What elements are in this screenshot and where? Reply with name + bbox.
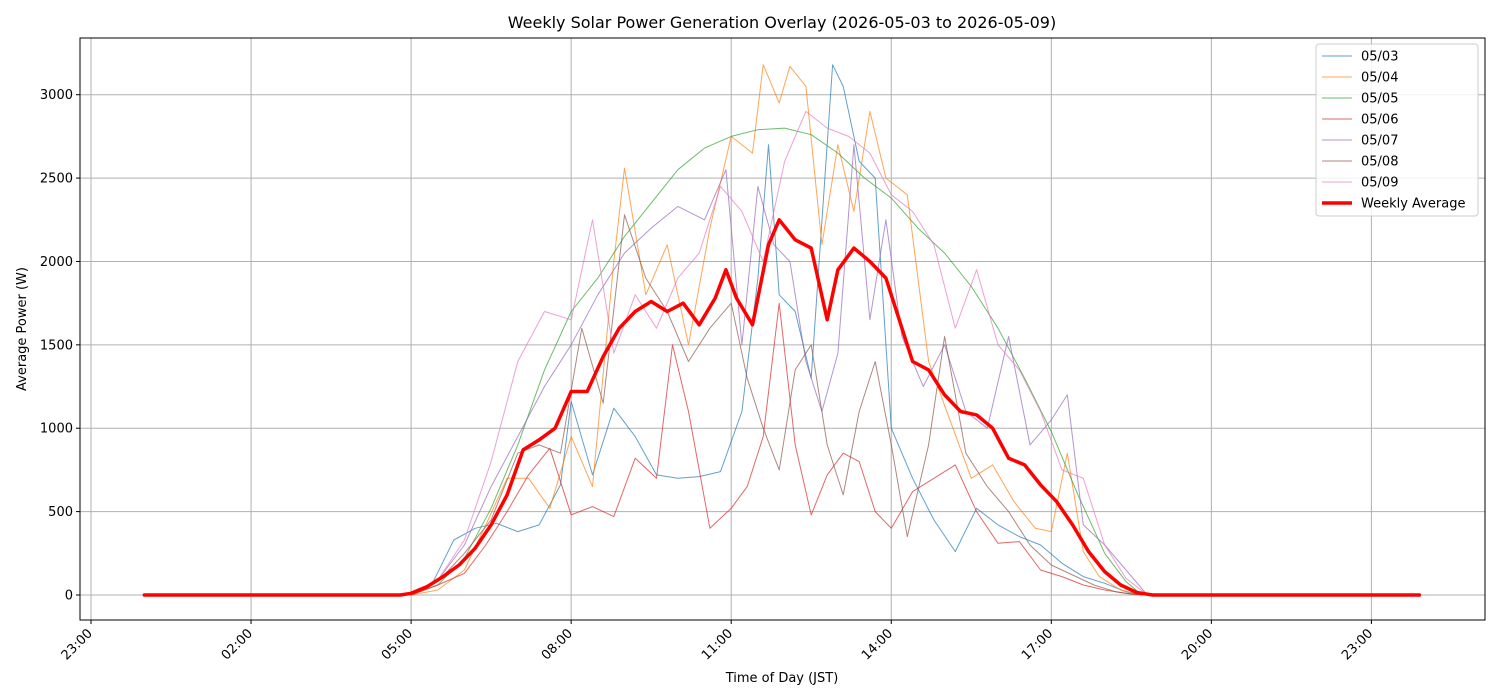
series-line — [410, 214, 1138, 596]
y-tick-label: 2500 — [40, 172, 73, 187]
series-line — [410, 302, 1143, 596]
x-axis-label: Time of Day (JST) — [725, 671, 839, 686]
legend-label: 05/04 — [1361, 71, 1398, 86]
series-line — [410, 64, 1143, 596]
series-lines — [142, 64, 1422, 597]
legend-label: 05/09 — [1361, 176, 1398, 191]
series-line — [142, 218, 1422, 597]
y-tick-label: 1500 — [40, 338, 73, 353]
y-tick-label: 0 — [65, 588, 73, 603]
legend-label: 05/06 — [1361, 113, 1398, 128]
y-axis-label: Average Power (W) — [15, 267, 30, 391]
legend-label: 05/07 — [1361, 134, 1398, 149]
legend-label: 05/08 — [1361, 155, 1398, 170]
y-tick-label: 3000 — [40, 88, 73, 103]
y-tick-label: 500 — [48, 505, 73, 520]
y-tick-label: 2000 — [40, 255, 73, 270]
legend-label: Weekly Average — [1361, 197, 1465, 212]
series-line — [410, 144, 1148, 596]
plot-frame — [79, 37, 1486, 621]
chart-title: Weekly Solar Power Generation Overlay (2… — [508, 13, 1056, 32]
legend: 05/03 05/04 05/05 05/06 05/07 05/08 05/09 Weekl… — [1315, 43, 1479, 217]
series-line — [410, 127, 1143, 596]
legend-label: 05/03 — [1361, 50, 1398, 65]
legend-label: 05/05 — [1361, 92, 1398, 107]
series-line — [410, 110, 1148, 596]
y-tick-label: 1000 — [40, 422, 73, 437]
series-line — [410, 64, 1143, 596]
legend-box — [1315, 43, 1479, 217]
